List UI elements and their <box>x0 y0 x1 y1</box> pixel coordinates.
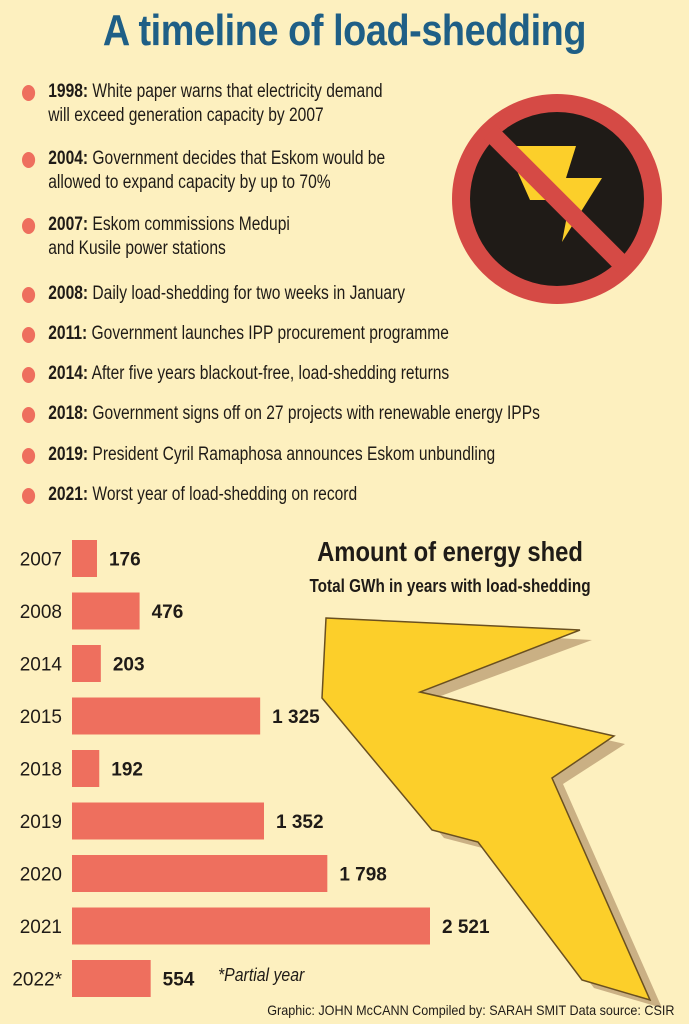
bar-2019 <box>72 802 264 840</box>
timeline-description-cont: and Kusile power stations <box>48 238 226 259</box>
bullet-icon <box>22 448 36 464</box>
timeline-description: Government decides that Eskom would be <box>92 148 386 169</box>
partial-year-note: *Partial year <box>218 965 305 985</box>
timeline-year: 2011: <box>48 323 88 344</box>
bar-2020 <box>72 855 328 892</box>
bullet-icon <box>22 85 36 101</box>
value-label: 203 <box>113 655 145 676</box>
timeline-text: 2011: Government launches IPP procuremen… <box>48 322 622 346</box>
timeline-description: Government launches IPP procurement prog… <box>91 323 449 344</box>
value-label: 476 <box>152 602 184 623</box>
value-label: 554 <box>163 970 195 991</box>
chart-title: Amount of energy shed <box>317 536 583 567</box>
bullet-icon <box>22 152 36 168</box>
bar-2022 <box>72 960 151 997</box>
bullet-icon <box>22 218 36 234</box>
bar-2014 <box>72 645 101 682</box>
timeline-text: 2021: Worst year of load-shedding on rec… <box>48 483 622 507</box>
category-label: 2018 <box>20 760 62 781</box>
timeline-year: 2019: <box>48 444 89 465</box>
value-label: 2 521 <box>442 917 490 938</box>
chart-subtitle: Total GWh in years with load-shedding <box>309 576 591 596</box>
bullet-icon <box>22 327 36 343</box>
category-label: 2021 <box>20 917 62 938</box>
category-label: 2008 <box>20 602 62 623</box>
credits: Graphic: JOHN McCANN Compiled by: SARAH … <box>267 1002 675 1018</box>
timeline-description: President Cyril Ramaphosa announces Esko… <box>92 444 496 465</box>
timeline-text: 2014: After five years blackout-free, lo… <box>48 362 622 386</box>
value-label: 1 352 <box>276 812 324 833</box>
timeline-year: 2004: <box>48 148 89 169</box>
value-label: 1 325 <box>272 707 320 728</box>
category-label: 2020 <box>20 865 62 886</box>
value-label: 176 <box>109 550 141 571</box>
bar-2008 <box>72 592 140 630</box>
bar-2007 <box>72 540 97 577</box>
timeline-year: 2018: <box>48 403 89 424</box>
timeline-text: 1998: White paper warns that electricity… <box>48 80 622 128</box>
category-label: 2022* <box>12 970 62 991</box>
category-label: 2007 <box>20 550 62 571</box>
timeline-year: 2007: <box>48 214 89 235</box>
timeline-text: 2019: President Cyril Ramaphosa announce… <box>48 443 622 467</box>
timeline-text: 2008: Daily load-shedding for two weeks … <box>48 282 622 306</box>
bar-2015 <box>72 697 261 735</box>
timeline-text: 2018: Government signs off on 27 project… <box>48 402 622 426</box>
timeline-description: Daily load-shedding for two weeks in Jan… <box>92 283 406 304</box>
timeline-description: After five years blackout-free, load-she… <box>91 363 450 384</box>
bullet-icon <box>22 488 36 504</box>
bar-2021 <box>72 907 430 945</box>
timeline-description: Government signs off on 27 projects with… <box>92 403 540 424</box>
bullet-icon <box>22 407 36 423</box>
timeline-description: Eskom commissions Medupi <box>92 214 290 235</box>
value-label: 192 <box>111 760 143 781</box>
lightning-bolt-icon <box>321 617 662 1008</box>
bullet-icon <box>22 287 36 303</box>
timeline-description-cont: allowed to expand capacity by up to 70% <box>48 172 331 193</box>
no-electricity-icon <box>452 94 662 304</box>
timeline-year: 2021: <box>48 484 89 505</box>
timeline-description: Worst year of load-shedding on record <box>92 484 358 505</box>
category-label: 2014 <box>20 655 63 676</box>
bar-2018 <box>72 750 100 787</box>
timeline-text: 2004: Government decides that Eskom woul… <box>48 147 622 195</box>
bullet-icon <box>22 367 36 383</box>
timeline-year: 2008: <box>48 283 89 304</box>
timeline-description-cont: will exceed generation capacity by 2007 <box>48 105 324 126</box>
value-label: 1 798 <box>339 865 387 886</box>
timeline-year: 2014: <box>48 363 89 384</box>
timeline-year: 1998: <box>48 81 89 102</box>
timeline-description: White paper warns that electricity deman… <box>92 81 383 102</box>
category-label: 2015 <box>20 707 62 728</box>
page-title: A timeline of load-shedding <box>102 6 587 55</box>
timeline-text: 2007: Eskom commissions Medupi and Kusile… <box>48 213 622 261</box>
category-label: 2019 <box>20 812 62 833</box>
